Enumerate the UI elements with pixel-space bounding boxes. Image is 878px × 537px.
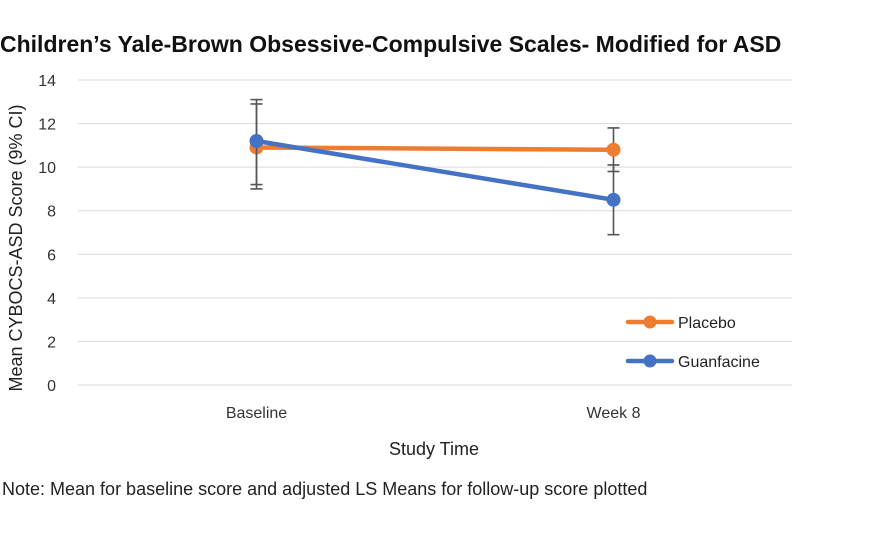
series-layer (249, 98, 621, 236)
y-tick-label: 2 (47, 334, 56, 351)
y-tick-label: 8 (47, 204, 56, 221)
series-line (254, 145, 616, 152)
y-tick-label: 4 (47, 291, 56, 308)
series-guanfacine (249, 98, 621, 236)
data-point (606, 142, 621, 157)
x-tick-label: Baseline (226, 405, 287, 422)
data-point (249, 134, 264, 148)
y-tick-label: 6 (47, 247, 56, 264)
x-tick-label: Week 8 (587, 405, 641, 422)
legend-marker (643, 354, 657, 368)
legend-marker (643, 315, 657, 329)
y-tick-label: 12 (38, 117, 56, 134)
y-tick-label: 0 (47, 378, 56, 395)
y-tick-label: 14 (38, 73, 56, 90)
data-point (606, 192, 621, 207)
y-axis-label: Mean CYBOCS-ASD Score (9% CI) (6, 104, 26, 391)
gridlines (78, 79, 792, 386)
x-axis-label: Study Time (389, 439, 479, 459)
legend: Placebo Guanfacine (625, 315, 760, 371)
series-placebo (249, 103, 621, 190)
chart-title: Children’s Yale-Brown Obsessive-Compulsi… (0, 31, 781, 57)
series-line (254, 138, 616, 203)
y-tick-label: 10 (38, 160, 56, 177)
legend-label: Guanfacine (678, 354, 760, 371)
y-axis-ticks: 0 2 4 6 8 10 12 14 (38, 73, 56, 395)
legend-label: Placebo (678, 315, 736, 332)
chart-note: Note: Mean for baseline score and adjust… (2, 479, 647, 499)
x-axis-ticks: Baseline Week 8 (226, 405, 641, 422)
legend-item: Placebo (625, 315, 736, 332)
legend-item: Guanfacine (625, 354, 760, 371)
